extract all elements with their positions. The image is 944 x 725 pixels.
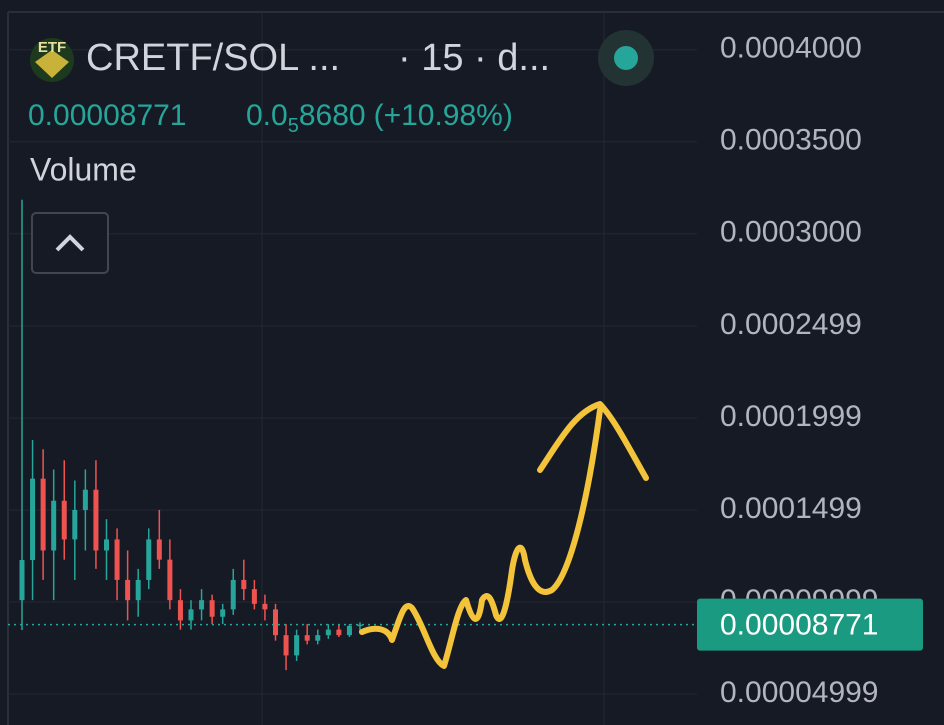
- candle-body: [19, 560, 25, 601]
- logo-text: ETF: [38, 39, 66, 56]
- y-tick-label: 0.0004000: [720, 32, 862, 65]
- candle-body: [241, 579, 247, 590]
- candle-body: [357, 624, 363, 627]
- pair: CRETF/SOL ...: [86, 37, 340, 79]
- y-tick-label: 0.0002499: [720, 308, 862, 341]
- header: ETF CRETF/SOL ... · 15 · d... 0.00008771…: [28, 30, 654, 274]
- candle-body: [336, 629, 342, 636]
- candle-body: [209, 600, 215, 617]
- change-rest: 8680: [299, 99, 366, 132]
- candle-body: [188, 609, 194, 621]
- candle-body: [125, 579, 131, 601]
- candle-body: [40, 478, 46, 551]
- y-axis: 0.0004000 0.0003500 0.0003000 0.0002499 0.00…: [697, 32, 923, 709]
- change-pct: (+10.98%): [374, 99, 513, 132]
- y-tick-label: 0.0003000: [720, 216, 862, 249]
- candle-body: [114, 539, 120, 580]
- y-tick-label: 0.0001999: [720, 400, 862, 433]
- candle-body: [294, 635, 300, 656]
- candle-body: [61, 500, 67, 540]
- last-price-box: [697, 598, 923, 651]
- candle-body: [262, 603, 268, 610]
- candle-body: [30, 478, 36, 561]
- candle-body: [93, 489, 99, 551]
- candle-body: [199, 600, 205, 610]
- candle-body: [51, 500, 57, 551]
- candle-body: [82, 489, 88, 510]
- indicator: Volume: [30, 151, 137, 187]
- last-price-label: 0.00008771: [720, 609, 879, 642]
- collapse-button[interactable]: [31, 212, 109, 274]
- change-lead: 0.0: [246, 99, 288, 132]
- change: 0.058680 (+10.98%): [246, 99, 513, 137]
- candle-body: [135, 579, 141, 601]
- candle-body: [325, 629, 331, 636]
- candle-body: [72, 509, 78, 540]
- interval: · 15 · d...: [398, 37, 550, 79]
- y-tick-label: 0.00004999: [720, 676, 879, 709]
- candle-body: [304, 635, 310, 641]
- candle-body: [220, 609, 226, 617]
- candle-body: [177, 600, 183, 621]
- candle-body: [104, 539, 109, 551]
- candle-body: [156, 539, 162, 560]
- logo-shape: [35, 50, 69, 78]
- candle-body: [346, 625, 352, 636]
- candle-body: [283, 635, 289, 656]
- candle-body: [251, 589, 257, 604]
- candle-body: [315, 635, 321, 641]
- chevron: [55, 234, 85, 252]
- price: 0.00008771: [28, 99, 187, 132]
- candle-body: [273, 609, 278, 636]
- y-tick-label: 0.0003500: [720, 124, 862, 157]
- annotation-arrow: [359, 401, 649, 669]
- plot: [8, 49, 697, 695]
- candle-body: [167, 559, 173, 601]
- status-dot[interactable]: [614, 46, 638, 70]
- candle-body: [230, 579, 236, 610]
- y-tick-label: 0.0001499: [720, 492, 862, 525]
- change-sub: 5: [288, 115, 299, 137]
- candle-body: [146, 539, 152, 580]
